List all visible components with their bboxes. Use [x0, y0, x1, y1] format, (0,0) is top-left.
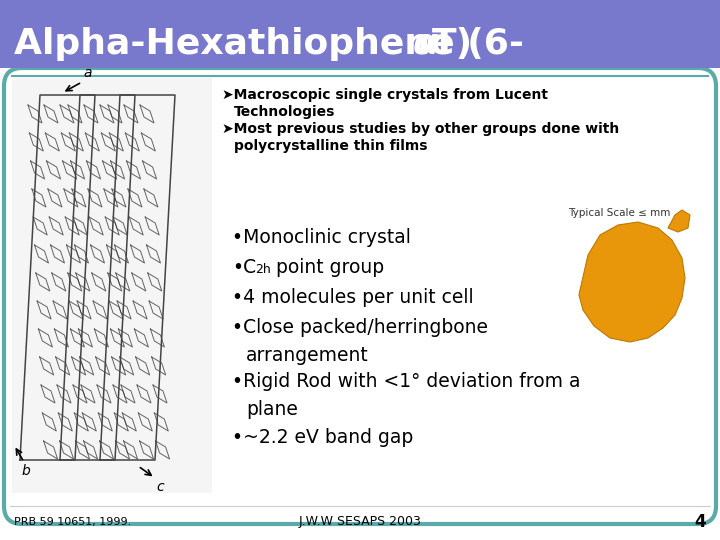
FancyBboxPatch shape — [12, 78, 212, 493]
Text: Alpha-Hexathiophene (6-: Alpha-Hexathiophene (6- — [14, 27, 524, 61]
FancyBboxPatch shape — [4, 68, 716, 524]
Text: a: a — [83, 66, 91, 80]
Text: •Rigid Rod with <1° deviation from a: •Rigid Rod with <1° deviation from a — [232, 372, 580, 391]
Text: J.W.W SESAPS 2003: J.W.W SESAPS 2003 — [299, 516, 421, 529]
Text: polycrystalline thin films: polycrystalline thin films — [234, 139, 428, 153]
Text: 2h: 2h — [255, 263, 271, 276]
Polygon shape — [579, 222, 685, 342]
Text: c: c — [156, 480, 163, 494]
Text: PRB 59 10651, 1999.: PRB 59 10651, 1999. — [14, 517, 131, 527]
Text: •4 molecules per unit cell: •4 molecules per unit cell — [232, 288, 474, 307]
Text: Typical Scale ≤ mm: Typical Scale ≤ mm — [568, 208, 670, 218]
Text: •~2.2 eV band gap: •~2.2 eV band gap — [232, 428, 413, 447]
Text: •Monoclinic crystal: •Monoclinic crystal — [232, 228, 411, 247]
Text: arrangement: arrangement — [246, 346, 369, 365]
Text: b: b — [22, 464, 31, 478]
Polygon shape — [668, 210, 690, 232]
Text: 4: 4 — [694, 513, 706, 531]
Text: plane: plane — [246, 400, 298, 419]
Text: •C: •C — [232, 258, 256, 277]
FancyBboxPatch shape — [0, 0, 720, 68]
Text: T): T) — [432, 27, 473, 61]
Text: •Close packed/herringbone: •Close packed/herringbone — [232, 318, 488, 337]
Text: α: α — [413, 27, 438, 61]
Text: point group: point group — [270, 258, 384, 277]
Text: ➤Macroscopic single crystals from Lucent: ➤Macroscopic single crystals from Lucent — [222, 88, 548, 102]
Text: Technologies: Technologies — [234, 105, 336, 119]
Text: ➤Most previous studies by other groups done with: ➤Most previous studies by other groups d… — [222, 122, 619, 136]
